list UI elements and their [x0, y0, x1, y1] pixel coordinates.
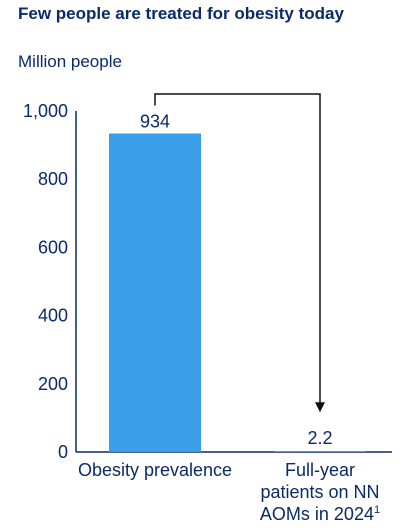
footnote-marker: 1: [374, 504, 380, 516]
y-tick-label: 400: [38, 306, 68, 326]
comparison-arrowhead: [315, 402, 325, 413]
y-tick-label: 0: [58, 442, 68, 462]
bars: [109, 133, 366, 453]
data-labels: 934 2.2: [140, 112, 333, 448]
x-category-label-line: Obesity prevalence: [78, 460, 232, 480]
data-label: 934: [140, 112, 170, 132]
bar-2: [274, 451, 366, 452]
comparison-arrow: [154, 93, 321, 404]
y-axis-ticks: 0 200 400 600 800 1,000: [23, 101, 68, 462]
y-tick-label: 200: [38, 374, 68, 394]
x-category-label-line: AOMs in 20241: [260, 504, 380, 524]
x-category-label-line: Full-year: [285, 460, 355, 480]
x-category-label-line: patients on NN: [260, 482, 379, 502]
data-label: 2.2: [307, 428, 332, 448]
bar-1: [109, 133, 201, 453]
y-tick-label: 600: [38, 237, 68, 257]
chart-title: Few people are treated for obesity today: [18, 4, 344, 23]
y-axis-unit-label: Million people: [18, 52, 122, 71]
y-tick-label: 1,000: [23, 101, 68, 121]
y-tick-label: 800: [38, 169, 68, 189]
